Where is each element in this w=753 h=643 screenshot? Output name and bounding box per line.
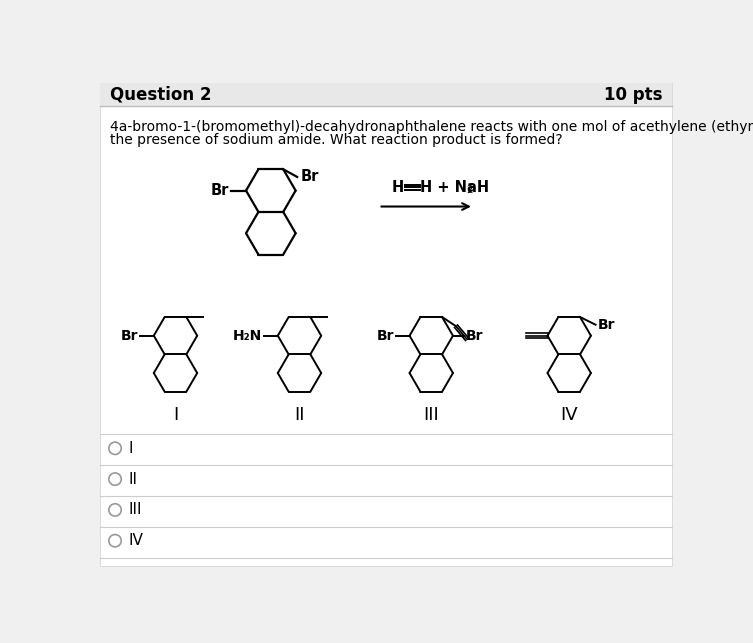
Text: Br: Br: [120, 329, 139, 343]
Text: Br: Br: [211, 183, 229, 198]
Text: III: III: [423, 406, 439, 424]
Text: H + NaH: H + NaH: [420, 180, 489, 195]
FancyBboxPatch shape: [100, 84, 672, 107]
Text: Question 2: Question 2: [110, 86, 211, 104]
Text: 10 pts: 10 pts: [604, 86, 662, 104]
Text: H₂N: H₂N: [233, 329, 262, 343]
Text: 2: 2: [466, 185, 473, 195]
Text: II: II: [128, 471, 137, 487]
Text: 4a-bromo-1-(bromomethyl)-decahydronaphthalene reacts with one mol of acethylene : 4a-bromo-1-(bromomethyl)-decahydronaphth…: [110, 120, 753, 134]
Text: I: I: [128, 441, 133, 456]
FancyBboxPatch shape: [100, 84, 672, 566]
Text: Br: Br: [376, 329, 394, 343]
Text: III: III: [128, 502, 142, 518]
Text: Br: Br: [465, 329, 483, 343]
Text: H: H: [392, 180, 404, 195]
Text: IV: IV: [128, 533, 143, 548]
Text: Br: Br: [300, 170, 319, 185]
Text: Br: Br: [598, 318, 615, 332]
Text: II: II: [294, 406, 305, 424]
Text: IV: IV: [560, 406, 578, 424]
Text: I: I: [173, 406, 178, 424]
Text: the presence of sodium amide. What reaction product is formed?: the presence of sodium amide. What react…: [110, 132, 562, 147]
